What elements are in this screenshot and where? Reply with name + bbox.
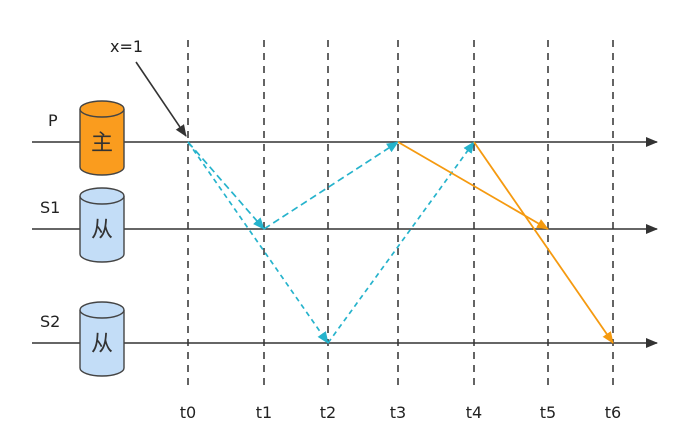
database-icon-S1: 从 bbox=[79, 187, 125, 263]
time-label-t4: t4 bbox=[466, 403, 482, 422]
annotation: x=1 bbox=[110, 37, 187, 137]
time-label-t1: t1 bbox=[256, 403, 272, 422]
message-P-to-S1-t3 bbox=[397, 141, 549, 230]
node-labels: P S1 S2 bbox=[40, 111, 60, 331]
message-S1-to-P-t1 bbox=[263, 141, 399, 230]
annotation-label: x=1 bbox=[110, 37, 143, 56]
node-label-P: P bbox=[48, 111, 58, 130]
database-label-S1: 从 bbox=[91, 218, 113, 243]
message-P-to-S2-t4 bbox=[473, 141, 614, 344]
database-label-S2: 从 bbox=[91, 332, 113, 357]
message-P-to-S1-t0 bbox=[187, 141, 265, 230]
time-label-t5: t5 bbox=[540, 403, 556, 422]
node-label-S1: S1 bbox=[40, 198, 60, 217]
node-timelines bbox=[32, 137, 658, 348]
time-label-t0: t0 bbox=[180, 403, 196, 422]
database-label-P: 主 bbox=[91, 131, 113, 156]
node-label-S2: S2 bbox=[40, 312, 60, 331]
time-markers bbox=[187, 40, 614, 390]
time-label-t3: t3 bbox=[390, 403, 406, 422]
database-icon-P: 主 bbox=[79, 100, 125, 176]
annotation-arrow bbox=[135, 61, 187, 137]
message-P-to-S2-t0 bbox=[187, 141, 329, 344]
message-arrows bbox=[187, 141, 614, 344]
time-labels: t0 t1 t2 t3 t4 t5 t6 bbox=[180, 403, 621, 422]
node-icons: 主从从 bbox=[79, 100, 125, 377]
database-icon-S2: 从 bbox=[79, 301, 125, 377]
time-label-t6: t6 bbox=[605, 403, 621, 422]
time-label-t2: t2 bbox=[320, 403, 336, 422]
message-S2-to-P-t2 bbox=[327, 141, 475, 344]
